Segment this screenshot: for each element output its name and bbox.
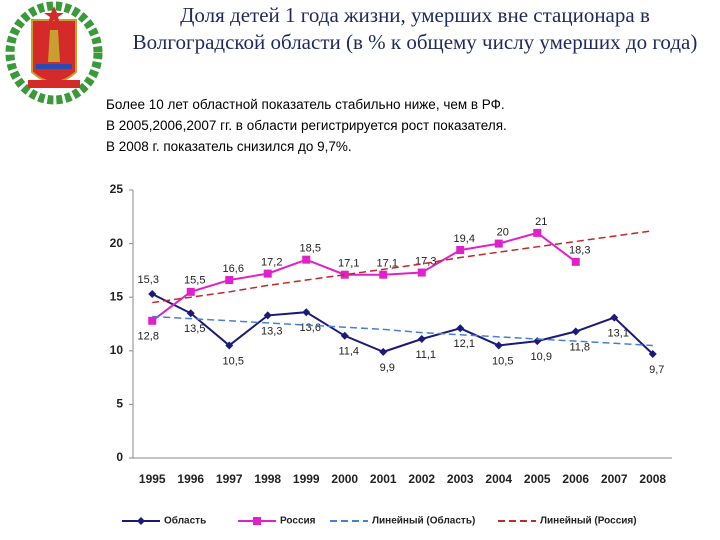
- legend-marker: [253, 517, 261, 525]
- data-label: 20: [497, 227, 509, 239]
- marker: [148, 289, 157, 298]
- marker: [494, 341, 503, 350]
- data-label: 9,9: [380, 362, 395, 374]
- y-tick-label: 20: [110, 236, 124, 250]
- legend-label: Линейный (Область): [372, 515, 475, 527]
- marker: [263, 269, 272, 278]
- data-label: 18,3: [569, 245, 590, 257]
- marker: [456, 324, 465, 333]
- data-label: 9,7: [649, 364, 664, 376]
- note-line: В 2008 г. показатель снизился до 9,7%.: [106, 139, 352, 154]
- series-line: [151, 293, 654, 355]
- legend-label: Россия: [280, 516, 316, 527]
- series-line: [151, 231, 577, 322]
- marker: [225, 276, 234, 285]
- marker: [148, 316, 157, 325]
- data-label: 17,1: [338, 258, 359, 270]
- marker: [456, 246, 465, 255]
- data-label: 13,3: [261, 325, 282, 337]
- marker: [610, 313, 619, 322]
- marker: [302, 308, 311, 317]
- title: Доля детей 1 года жизни, умерших вне ста…: [132, 3, 698, 54]
- data-label: 15,5: [184, 275, 205, 287]
- marker: [494, 239, 503, 248]
- marker: [571, 327, 580, 336]
- marker: [571, 257, 580, 266]
- marker: [417, 268, 426, 277]
- note-line: В 2005,2006,2007 гг. в области регистрир…: [106, 118, 507, 133]
- data-label: 11,4: [338, 346, 359, 358]
- data-label: 18,5: [300, 243, 321, 255]
- x-tick-label: 1995: [139, 472, 166, 486]
- x-tick-label: 1999: [293, 472, 320, 486]
- marker: [186, 287, 195, 296]
- y-tick-label: 5: [116, 397, 123, 411]
- x-tick-label: 2005: [524, 472, 551, 486]
- marker: [225, 341, 234, 350]
- x-tick-label: 2001: [370, 472, 397, 486]
- notes: Более 10 лет областной показатель стабил…: [106, 94, 507, 157]
- marker: [533, 228, 542, 237]
- data-label: 17,1: [377, 258, 398, 270]
- data-label: 13,5: [184, 323, 205, 335]
- note-line: Более 10 лет областной показатель стабил…: [106, 97, 505, 112]
- data-label: 17,2: [261, 257, 282, 269]
- marker: [340, 270, 349, 279]
- trend-line: [152, 315, 653, 347]
- data-label: 11,1: [415, 349, 436, 361]
- marker: [186, 309, 195, 318]
- marker: [379, 270, 388, 279]
- data-label: 10,5: [492, 355, 513, 367]
- y-tick-label: 0: [116, 450, 123, 464]
- data-label: 19,4: [454, 233, 475, 245]
- data-label: 21: [535, 216, 547, 228]
- data-label: 17,3: [415, 255, 436, 267]
- legend-marker: [137, 517, 145, 525]
- data-label: 12,8: [138, 331, 159, 343]
- emblem: [4, 1, 104, 105]
- x-tick-label: 2007: [601, 472, 628, 486]
- x-tick-label: 2002: [408, 472, 435, 486]
- x-tick-label: 2008: [639, 472, 666, 486]
- x-tick-label: 2000: [331, 472, 358, 486]
- data-label: 10,5: [223, 355, 244, 367]
- marker: [302, 255, 311, 264]
- data-label: 11,8: [569, 341, 590, 353]
- y-tick-label: 10: [110, 343, 124, 357]
- x-tick-label: 1998: [254, 472, 281, 486]
- legend-label: Область: [164, 515, 206, 527]
- data-label: 13,1: [608, 327, 629, 339]
- marker: [263, 311, 272, 320]
- x-tick-label: 2004: [485, 472, 512, 486]
- marker: [340, 331, 349, 340]
- y-tick-label: 15: [110, 289, 124, 303]
- data-label: 12,1: [454, 338, 475, 350]
- legend-label: Линейный (Россия): [540, 516, 637, 527]
- marker: [417, 335, 426, 344]
- data-label: 13,6: [300, 322, 321, 334]
- trend-line: [152, 229, 653, 304]
- marker: [379, 347, 388, 356]
- x-tick-label: 2006: [562, 472, 589, 486]
- y-tick-label: 25: [110, 182, 124, 196]
- x-tick-label: 2003: [447, 472, 474, 486]
- data-label: 10,9: [531, 351, 552, 363]
- x-tick-label: 1996: [177, 472, 204, 486]
- x-tick-label: 1997: [216, 472, 243, 486]
- data-label: 15,3: [138, 274, 159, 286]
- data-label: 16,6: [223, 263, 244, 275]
- marker: [648, 350, 657, 359]
